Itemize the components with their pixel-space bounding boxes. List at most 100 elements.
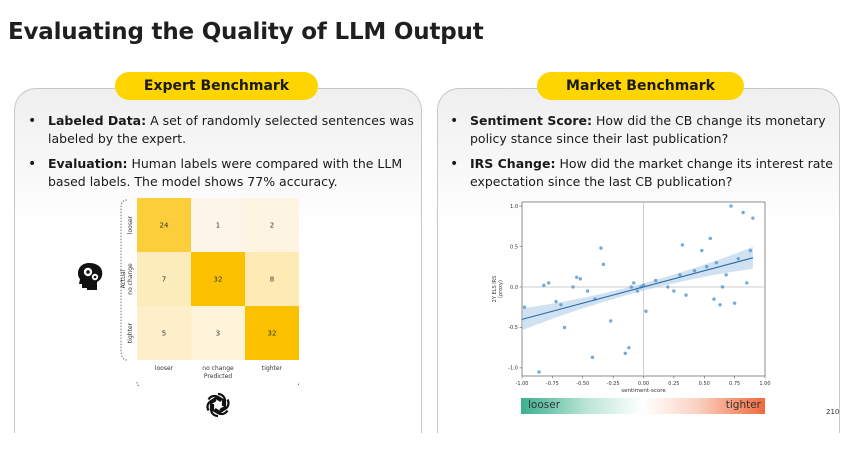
data-point bbox=[745, 281, 749, 285]
heatmap-cell-value: 5 bbox=[162, 330, 166, 338]
expert-bullet-labeled-data: Labeled Data: A set of randomly selected… bbox=[24, 112, 420, 148]
expert-bullet-evaluation: Evaluation: Human labels were compared w… bbox=[24, 155, 420, 191]
heatmap-cell-value: 2 bbox=[270, 222, 274, 230]
data-point bbox=[632, 281, 636, 285]
heatmap-cell bbox=[137, 306, 191, 360]
scale-label-tighter: tighter bbox=[725, 399, 761, 411]
data-point bbox=[585, 289, 590, 293]
data-point bbox=[751, 216, 755, 220]
heatmap-cell-value: 1 bbox=[216, 222, 220, 230]
data-point bbox=[741, 210, 745, 215]
confusion-matrix-chart: 24 1 2 7 32 8 5 3 32 looser no change tighter Predic… bbox=[120, 198, 300, 386]
bullet-label: Sentiment Score: bbox=[470, 113, 593, 128]
data-point bbox=[684, 293, 688, 297]
data-point bbox=[629, 285, 634, 289]
data-point bbox=[692, 269, 697, 273]
column-tick-label: looser bbox=[155, 365, 174, 372]
data-point bbox=[537, 370, 541, 374]
data-point bbox=[547, 281, 551, 285]
row-bracket bbox=[120, 199, 128, 361]
page-number: 210 bbox=[826, 408, 840, 416]
data-point bbox=[599, 246, 603, 250]
heatmap-cell bbox=[191, 198, 245, 252]
data-point bbox=[672, 289, 676, 293]
y-tick-label: 0.5 bbox=[510, 244, 518, 250]
bullet-text: A set of randomly selected sentences was… bbox=[48, 113, 414, 146]
x-tick-label: -0.75 bbox=[546, 381, 559, 387]
y-axis-label: (proxy) bbox=[498, 280, 504, 298]
data-point bbox=[571, 285, 575, 289]
data-point bbox=[542, 283, 546, 288]
data-point bbox=[562, 325, 567, 330]
heatmap-cell bbox=[245, 198, 299, 252]
heatmap-cell bbox=[137, 198, 191, 252]
data-point bbox=[704, 265, 709, 269]
market-bullet-list: Sentiment Score: How did the CB change i… bbox=[446, 112, 838, 198]
data-point bbox=[578, 277, 583, 281]
data-point bbox=[732, 301, 737, 305]
row-tick-label: tighter bbox=[127, 322, 134, 343]
data-point bbox=[712, 297, 716, 301]
y-tick-label: 1.0 bbox=[510, 204, 518, 210]
data-point bbox=[574, 275, 579, 279]
market-bullet-sentiment-score: Sentiment Score: How did the CB change i… bbox=[446, 112, 838, 148]
x-tick-label: 0.50 bbox=[699, 381, 710, 387]
market-benchmark-heading: Market Benchmark bbox=[537, 72, 744, 100]
data-point bbox=[680, 243, 685, 247]
regression-line bbox=[521, 257, 753, 320]
heatmap-cell bbox=[137, 252, 191, 306]
x-tick-label: -0.50 bbox=[576, 381, 589, 387]
data-point bbox=[736, 256, 740, 261]
bullet-text: How did the market change its interest r… bbox=[470, 156, 833, 189]
x-axis-label: sentiment-score bbox=[621, 388, 666, 394]
data-point bbox=[608, 319, 613, 323]
x-tick-label: 0.25 bbox=[668, 381, 679, 387]
x-axis-label: Predicted bbox=[204, 373, 232, 380]
data-point bbox=[708, 236, 713, 241]
scale-label-looser: looser bbox=[528, 399, 561, 411]
x-tick-label: 0.00 bbox=[638, 381, 649, 387]
bullet-text: Human labels were compared with the LLM … bbox=[48, 156, 403, 189]
heatmap-cell bbox=[191, 306, 245, 360]
data-point bbox=[522, 305, 527, 309]
column-tick-label: no change bbox=[202, 365, 234, 372]
market-bullet-irs-change: IRS Change: How did the market change it… bbox=[446, 155, 838, 191]
data-point bbox=[714, 260, 719, 265]
data-point bbox=[666, 285, 670, 289]
y-tick-label: -0.5 bbox=[508, 325, 518, 331]
data-point bbox=[748, 248, 753, 253]
y-axis-label: Actual bbox=[120, 269, 127, 288]
heatmap-cell-value: 8 bbox=[270, 276, 274, 284]
data-point bbox=[623, 351, 627, 356]
column-bracket bbox=[136, 381, 300, 386]
x-tick-label: 0.75 bbox=[729, 381, 740, 387]
openai-logo-icon bbox=[206, 392, 230, 418]
y-axis-label: 2Y ELS IRS bbox=[492, 276, 498, 303]
page-title: Evaluating the Quality of LLM Output bbox=[8, 19, 484, 45]
column-tick-label: tighter bbox=[262, 365, 283, 372]
x-tick-label: -1.00 bbox=[516, 381, 529, 387]
heatmap-cell bbox=[245, 252, 299, 306]
heatmap-cell bbox=[191, 252, 245, 306]
heatmap-cell-value: 32 bbox=[214, 276, 223, 284]
heatmap-cell-value: 24 bbox=[160, 222, 169, 230]
data-point bbox=[729, 204, 733, 208]
x-tick-label: -0.25 bbox=[607, 381, 620, 387]
bullet-label: IRS Change: bbox=[470, 156, 556, 171]
expert-benchmark-heading: Expert Benchmark bbox=[115, 72, 318, 100]
data-point bbox=[601, 262, 606, 267]
y-tick-label: -1.0 bbox=[508, 366, 518, 372]
data-point bbox=[590, 355, 595, 360]
row-tick-label: no change bbox=[127, 263, 134, 295]
expert-bullet-list: Labeled Data: A set of randomly selected… bbox=[24, 112, 420, 198]
data-point bbox=[678, 273, 682, 277]
sentiment-irs-scatter-chart: -1.00 -0.75 -0.50 -0.25 0.00 0.25 0.50 0.75 1.0 0… bbox=[492, 201, 771, 394]
heatmap-cell-value: 32 bbox=[268, 330, 277, 338]
data-point bbox=[653, 278, 658, 283]
data-point bbox=[635, 289, 640, 293]
data-point bbox=[718, 303, 722, 307]
y-tick-label: 0.0 bbox=[510, 285, 518, 291]
data-point bbox=[627, 345, 631, 350]
heatmap-cell-value: 7 bbox=[162, 276, 166, 284]
row-tick-label: looser bbox=[127, 215, 134, 234]
